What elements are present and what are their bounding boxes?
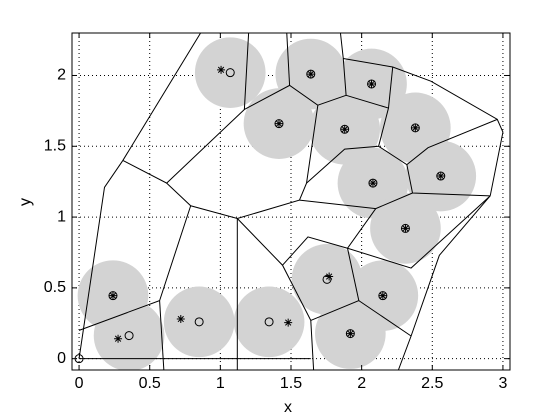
x-axis-label: x <box>284 399 292 416</box>
voronoi-edge <box>397 195 491 370</box>
star-marker <box>411 123 420 132</box>
markers <box>74 65 446 364</box>
x-tick-label: 1 <box>216 375 225 392</box>
star-marker <box>378 291 387 300</box>
voronoi-edge <box>122 33 250 184</box>
star-marker <box>325 272 334 281</box>
x-tick-label: 0 <box>75 375 84 392</box>
star-marker <box>346 329 355 338</box>
x-tick-label: 1.5 <box>280 375 302 392</box>
y-tick-label: 0 <box>57 350 66 367</box>
voronoi-edge <box>387 66 394 109</box>
star-marker <box>401 224 410 233</box>
y-tick-label: 1 <box>57 208 66 225</box>
star-marker <box>367 79 376 88</box>
voronoi-edges <box>78 33 504 370</box>
circle-marker <box>264 317 274 327</box>
y-tick-label: 2 <box>57 67 66 84</box>
voronoi-edge <box>343 57 504 196</box>
star-marker <box>340 125 349 134</box>
star-marker <box>114 334 123 343</box>
circle-marker <box>322 274 332 284</box>
voronoi-edge <box>378 118 498 166</box>
voronoi-edge <box>236 218 315 370</box>
y-tick-label: 1.5 <box>44 137 66 154</box>
voronoi-edge <box>346 195 491 269</box>
x-tick-label: 2 <box>357 375 366 392</box>
y-axis-label: y <box>17 198 34 206</box>
disc <box>291 244 363 315</box>
ticks: 0 0.5 1 1.5 2 2.5 3 0 0.5 1 1.5 2 <box>44 33 510 392</box>
disc <box>233 286 305 358</box>
voronoi-edge <box>78 33 202 359</box>
circle-marker <box>124 331 134 341</box>
star-marker <box>284 318 293 327</box>
y-tick-label: 0.5 <box>44 279 66 296</box>
voronoi-edge <box>282 236 348 266</box>
voronoi-edge <box>159 300 165 370</box>
star-marker <box>176 315 185 324</box>
disc <box>163 286 235 358</box>
x-tick-label: 2.5 <box>421 375 443 392</box>
star-marker <box>368 179 377 188</box>
star-marker <box>217 65 226 74</box>
star-marker <box>274 119 283 128</box>
circle-marker <box>225 68 235 78</box>
disc <box>93 300 165 370</box>
x-tick-label: 3 <box>498 375 507 392</box>
star-marker <box>436 172 445 181</box>
star-marker <box>306 70 315 79</box>
voronoi-edge <box>286 33 291 86</box>
x-tick-label: 0.5 <box>139 375 161 392</box>
voronoi-edge <box>358 300 412 337</box>
star-marker <box>108 291 117 300</box>
disc <box>194 37 266 108</box>
voronoi-edge <box>166 84 319 220</box>
circle-marker <box>194 317 204 327</box>
voronoi-edge <box>317 33 347 106</box>
